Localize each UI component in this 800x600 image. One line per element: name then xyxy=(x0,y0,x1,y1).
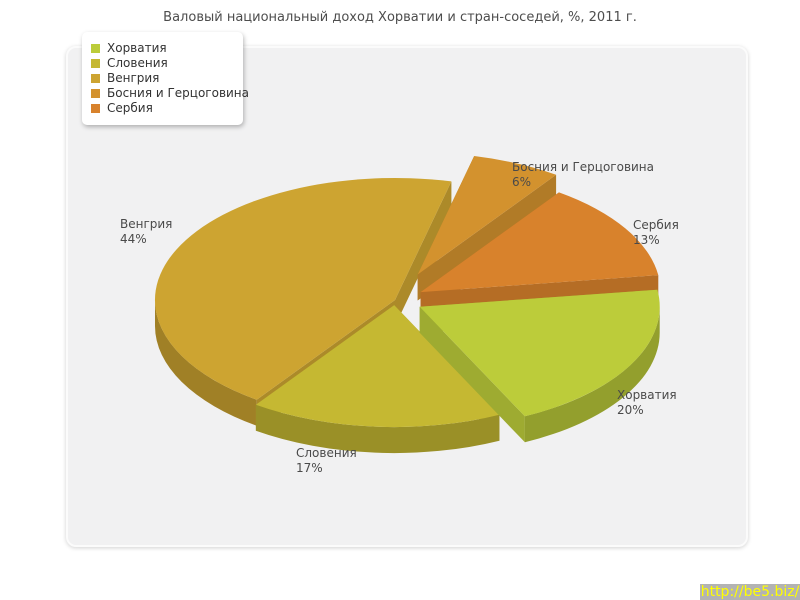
pie-slice[interactable] xyxy=(419,289,660,417)
legend-label: Сербия xyxy=(107,101,153,115)
pie-slice[interactable] xyxy=(154,177,452,400)
slice-label-pct: 17% xyxy=(296,461,323,475)
chart-title: Валовый национальный доход Хорватии и ст… xyxy=(163,10,637,25)
legend-swatch-icon xyxy=(91,103,100,113)
slice-label-pct: 13% xyxy=(633,233,660,247)
legend-item[interactable]: Хорватия xyxy=(91,41,235,55)
legend-label: Венгрия xyxy=(107,71,160,85)
legend-swatch-icon xyxy=(91,43,100,53)
pie-slice[interactable] xyxy=(420,192,659,293)
legend-item[interactable]: Босния и Герцоговина xyxy=(91,86,249,100)
pie-slice[interactable] xyxy=(255,305,500,428)
slice-label-pct: 6% xyxy=(512,175,532,189)
slice-label-name: Словения xyxy=(296,446,357,460)
pie-slice[interactable] xyxy=(417,156,557,275)
legend-item[interactable]: Словения xyxy=(91,56,235,70)
slice-label: Сербия 13% xyxy=(633,218,679,248)
legend-swatch-icon xyxy=(91,58,100,68)
slice-label-name: Босния и Герцоговина xyxy=(512,160,655,174)
legend-swatch-icon xyxy=(91,73,100,83)
legend-label: Хорватия xyxy=(107,41,167,55)
pie-slice-side xyxy=(524,306,660,443)
pie-slice-side xyxy=(255,404,500,454)
legend-label: Словения xyxy=(107,56,168,70)
slice-label: Словения 17% xyxy=(296,446,357,476)
slice-label-pct: 44% xyxy=(120,232,147,246)
legend-item[interactable]: Венгрия xyxy=(91,71,235,85)
pie-slice-cut-face xyxy=(417,174,557,301)
legend-swatch-icon xyxy=(91,88,100,98)
legend-item[interactable]: Сербия xyxy=(91,101,235,115)
pie-slice-cut-face xyxy=(419,306,525,443)
pie-slice-side xyxy=(155,300,257,426)
slice-label: Хорватия 20% xyxy=(617,388,677,418)
pie-slice-cut-face xyxy=(395,181,452,326)
watermark-link[interactable]: http://be5.biz/ xyxy=(700,584,800,600)
slice-label-pct: 20% xyxy=(617,403,644,417)
slice-label: Босния и Герцоговина 6% xyxy=(512,160,654,190)
slice-label-name: Сербия xyxy=(633,218,679,232)
slice-label-name: Хорватия xyxy=(617,388,677,402)
legend-label: Босния и Герцоговина xyxy=(107,86,250,100)
chart-legend: Хорватия Словения Венгрия Босния и Герцогов… xyxy=(82,32,249,125)
slice-label-name: Венгрия xyxy=(120,217,173,231)
slice-label: Венгрия 44% xyxy=(120,217,172,247)
